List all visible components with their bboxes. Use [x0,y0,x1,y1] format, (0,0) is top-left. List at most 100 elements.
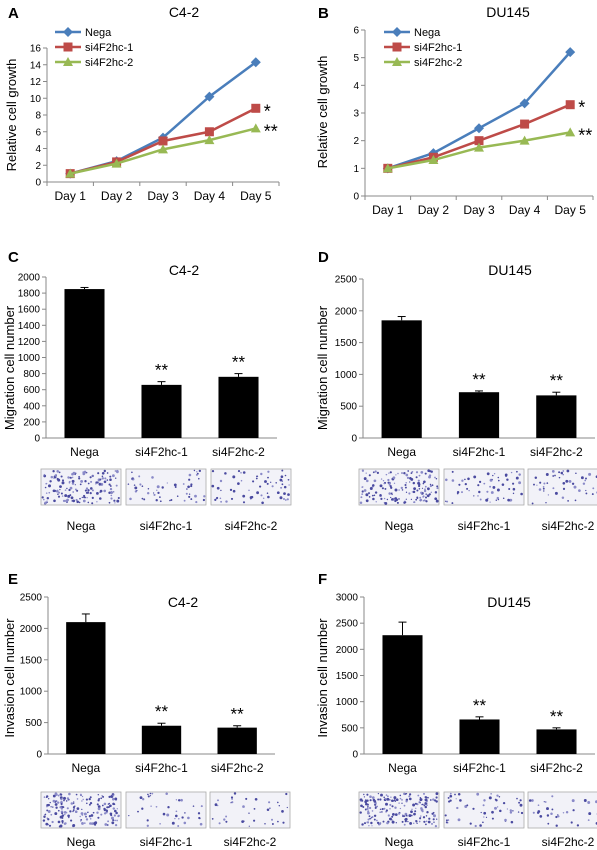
stained-cell [109,478,112,481]
stained-cell [575,472,577,475]
stained-cell [282,821,285,824]
stained-cell [57,820,61,824]
stained-cell [98,797,101,800]
stained-cell [81,821,84,825]
significance-annotation: ** [550,707,564,726]
chart-title: C4-2 [169,4,200,20]
stained-cell [256,475,259,477]
stained-cell [507,498,510,502]
stained-cell [99,489,103,493]
stained-cell [426,804,428,806]
stained-cell [103,812,107,815]
stained-cell [66,797,70,800]
x-tick-label: si4F2hc-1 [135,761,188,775]
stained-cell [532,811,535,814]
stained-cell [423,489,427,493]
stained-cell [56,470,59,473]
significance-annotation: * [264,101,271,121]
legend-label: Nega [85,27,112,39]
stained-cell [428,493,431,496]
stained-cell [54,476,56,479]
significance-annotation: ** [578,125,592,145]
stained-cell [112,802,115,806]
stained-cell [237,470,241,473]
stained-cell [420,471,424,474]
stained-cell [177,825,180,827]
stained-cell [391,815,394,818]
stained-cell [404,793,407,795]
stained-cell [81,496,83,499]
stained-cell [491,810,494,814]
stained-cell [409,821,413,825]
stained-cell [114,819,116,822]
stained-cell [384,487,387,490]
stained-cell [402,815,405,818]
stained-cell [57,809,60,812]
series-si4F2hc-2: ** [382,125,592,173]
stained-cell [150,805,152,807]
stained-cell [175,810,178,813]
stained-cell [196,471,198,473]
stained-cell [387,814,390,817]
y-tick-label: 400 [23,401,40,412]
stained-cell [76,807,80,810]
stained-cell [248,489,250,492]
stained-cell [516,797,518,800]
stained-cell [90,822,94,825]
stained-cell [399,794,402,797]
panel-letter: D [318,249,329,266]
stained-cell [57,794,60,797]
stained-cell [377,798,380,801]
stained-cell [445,819,448,822]
stained-cell [260,472,263,476]
stained-cell [547,494,550,496]
stained-cell [188,473,192,477]
stained-cell [536,484,538,486]
stained-cell [80,820,82,822]
stained-cell [63,799,65,802]
stained-cell [363,793,365,796]
stained-cell [84,489,87,492]
stained-cell [83,812,87,816]
stained-cell [111,821,115,825]
stained-cell [117,496,120,500]
stained-cell [418,820,421,823]
stained-cell [436,485,439,488]
y-axis-label: Migration cell number [315,305,330,430]
stained-cell [478,480,482,484]
significance-annotation: ** [231,705,245,724]
stained-cell [415,471,419,474]
stained-cell [242,805,245,808]
data-point [565,100,575,110]
stained-cell [448,800,451,803]
stained-cell [493,473,496,475]
y-tick-label: 600 [23,385,40,396]
stained-cell [136,489,138,492]
x-tick-label: Day 4 [194,189,226,203]
stained-cell [109,485,112,487]
stained-cell [518,481,522,485]
stained-cell [366,821,368,823]
bar [218,376,259,438]
stained-cell [420,815,422,817]
stained-cell [401,489,404,491]
stained-cell [74,810,78,814]
stained-cell [242,820,245,823]
bar [459,719,500,754]
stained-cell [396,501,399,504]
stained-cell [105,809,108,812]
stained-cell [361,493,364,495]
stained-cell [58,491,61,494]
stained-cell [531,502,534,505]
stained-cell [372,484,375,487]
stained-cell [61,479,65,482]
stained-cell [424,798,428,802]
stained-cell [271,818,273,821]
y-tick-label: 1000 [336,697,359,708]
stained-cell [434,824,438,828]
stained-cell [57,493,59,495]
stained-cell [405,491,408,493]
series-Nega [65,57,261,179]
legend-label: Nega [414,27,441,39]
stained-cell [389,817,392,821]
